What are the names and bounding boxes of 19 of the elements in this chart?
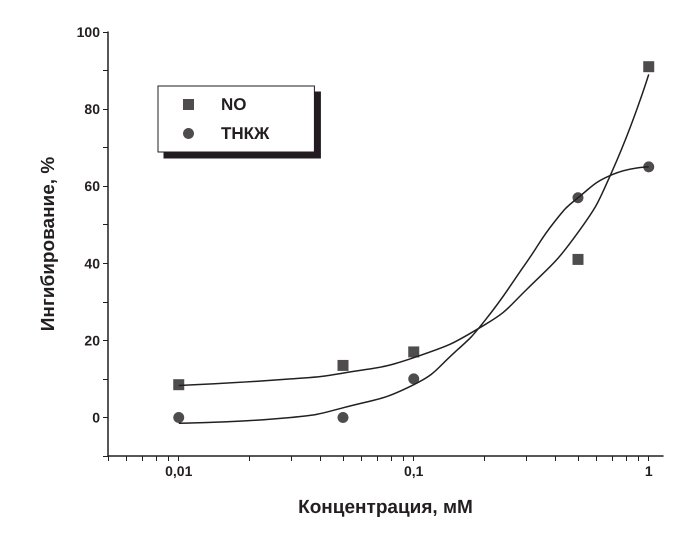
x-axis-title: Концентрация, мМ [298,497,473,518]
x-tick-label: 1 [644,463,653,479]
point [643,161,654,172]
point [408,346,420,358]
point [173,379,184,390]
y-tick-label: 0 [92,409,100,426]
legend-label: NO [221,95,246,114]
y-tick-label: 60 [84,178,100,194]
y-axis-title: Ингибирование, % [38,156,59,332]
y-tick-label: 20 [84,332,100,348]
y-tick-label: 80 [84,101,100,118]
point [408,373,420,384]
y-tick-label: 40 [84,255,100,272]
y-tick-label: 100 [76,24,100,40]
point [643,61,654,72]
legend-label: ТНКЖ [221,124,270,143]
x-tick-label: 0,01 [165,463,193,479]
point [173,412,184,423]
x-tick-label: 0,1 [404,463,424,479]
